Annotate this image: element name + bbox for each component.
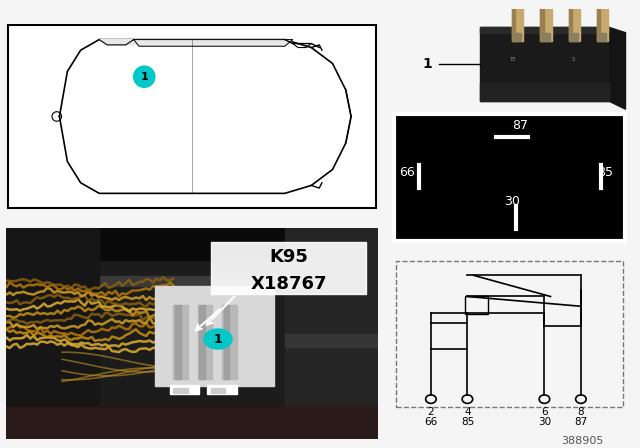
Bar <box>221 305 237 379</box>
Polygon shape <box>6 228 378 260</box>
Bar <box>211 241 367 294</box>
Text: 1: 1 <box>422 57 432 71</box>
Polygon shape <box>609 27 625 109</box>
Bar <box>223 305 229 379</box>
Polygon shape <box>60 39 351 194</box>
Bar <box>597 0 609 41</box>
Bar <box>465 297 488 314</box>
Bar <box>540 0 552 41</box>
Text: X18767: X18767 <box>250 275 327 293</box>
Bar <box>597 0 600 41</box>
Bar <box>198 305 212 379</box>
Text: 30: 30 <box>504 195 520 208</box>
Bar <box>211 388 225 393</box>
Bar <box>394 115 625 241</box>
Bar <box>431 323 467 349</box>
Bar <box>155 286 274 386</box>
Bar <box>569 0 580 41</box>
Text: 66: 66 <box>424 417 438 427</box>
Polygon shape <box>285 334 378 347</box>
Circle shape <box>134 66 155 87</box>
Bar <box>512 0 524 41</box>
Bar <box>173 388 188 393</box>
Polygon shape <box>6 276 378 286</box>
Text: 4: 4 <box>464 407 471 417</box>
Text: 87: 87 <box>512 119 528 132</box>
Bar <box>514 33 522 41</box>
Bar <box>569 0 572 41</box>
Polygon shape <box>134 39 292 46</box>
Bar <box>571 33 578 41</box>
Polygon shape <box>6 228 378 439</box>
Text: 6: 6 <box>541 407 548 417</box>
Text: 85: 85 <box>461 417 474 427</box>
Bar <box>479 27 609 101</box>
Bar <box>543 33 550 41</box>
Polygon shape <box>479 83 609 101</box>
Text: 1: 1 <box>140 72 148 82</box>
Polygon shape <box>99 39 139 45</box>
Bar <box>170 385 200 394</box>
Text: 85: 85 <box>597 166 613 179</box>
Text: TE: TE <box>509 56 515 61</box>
Polygon shape <box>285 228 378 439</box>
Circle shape <box>204 329 232 349</box>
Text: 5: 5 <box>571 56 575 61</box>
Bar <box>396 261 623 407</box>
Bar <box>394 115 625 241</box>
Text: 1: 1 <box>214 332 222 345</box>
Bar <box>512 0 515 41</box>
Text: K95: K95 <box>269 249 308 267</box>
Bar <box>479 27 609 33</box>
Text: 66: 66 <box>399 166 415 179</box>
Text: 388905: 388905 <box>561 436 604 446</box>
Bar <box>200 305 205 379</box>
Text: 2: 2 <box>428 407 435 417</box>
Polygon shape <box>6 228 99 439</box>
Text: 8: 8 <box>577 407 584 417</box>
Bar <box>175 305 181 379</box>
Bar <box>173 305 188 379</box>
Bar <box>599 33 607 41</box>
Bar <box>207 385 237 394</box>
Bar <box>540 0 543 41</box>
Text: 87: 87 <box>574 417 588 427</box>
Polygon shape <box>6 408 378 439</box>
Text: 30: 30 <box>538 417 551 427</box>
